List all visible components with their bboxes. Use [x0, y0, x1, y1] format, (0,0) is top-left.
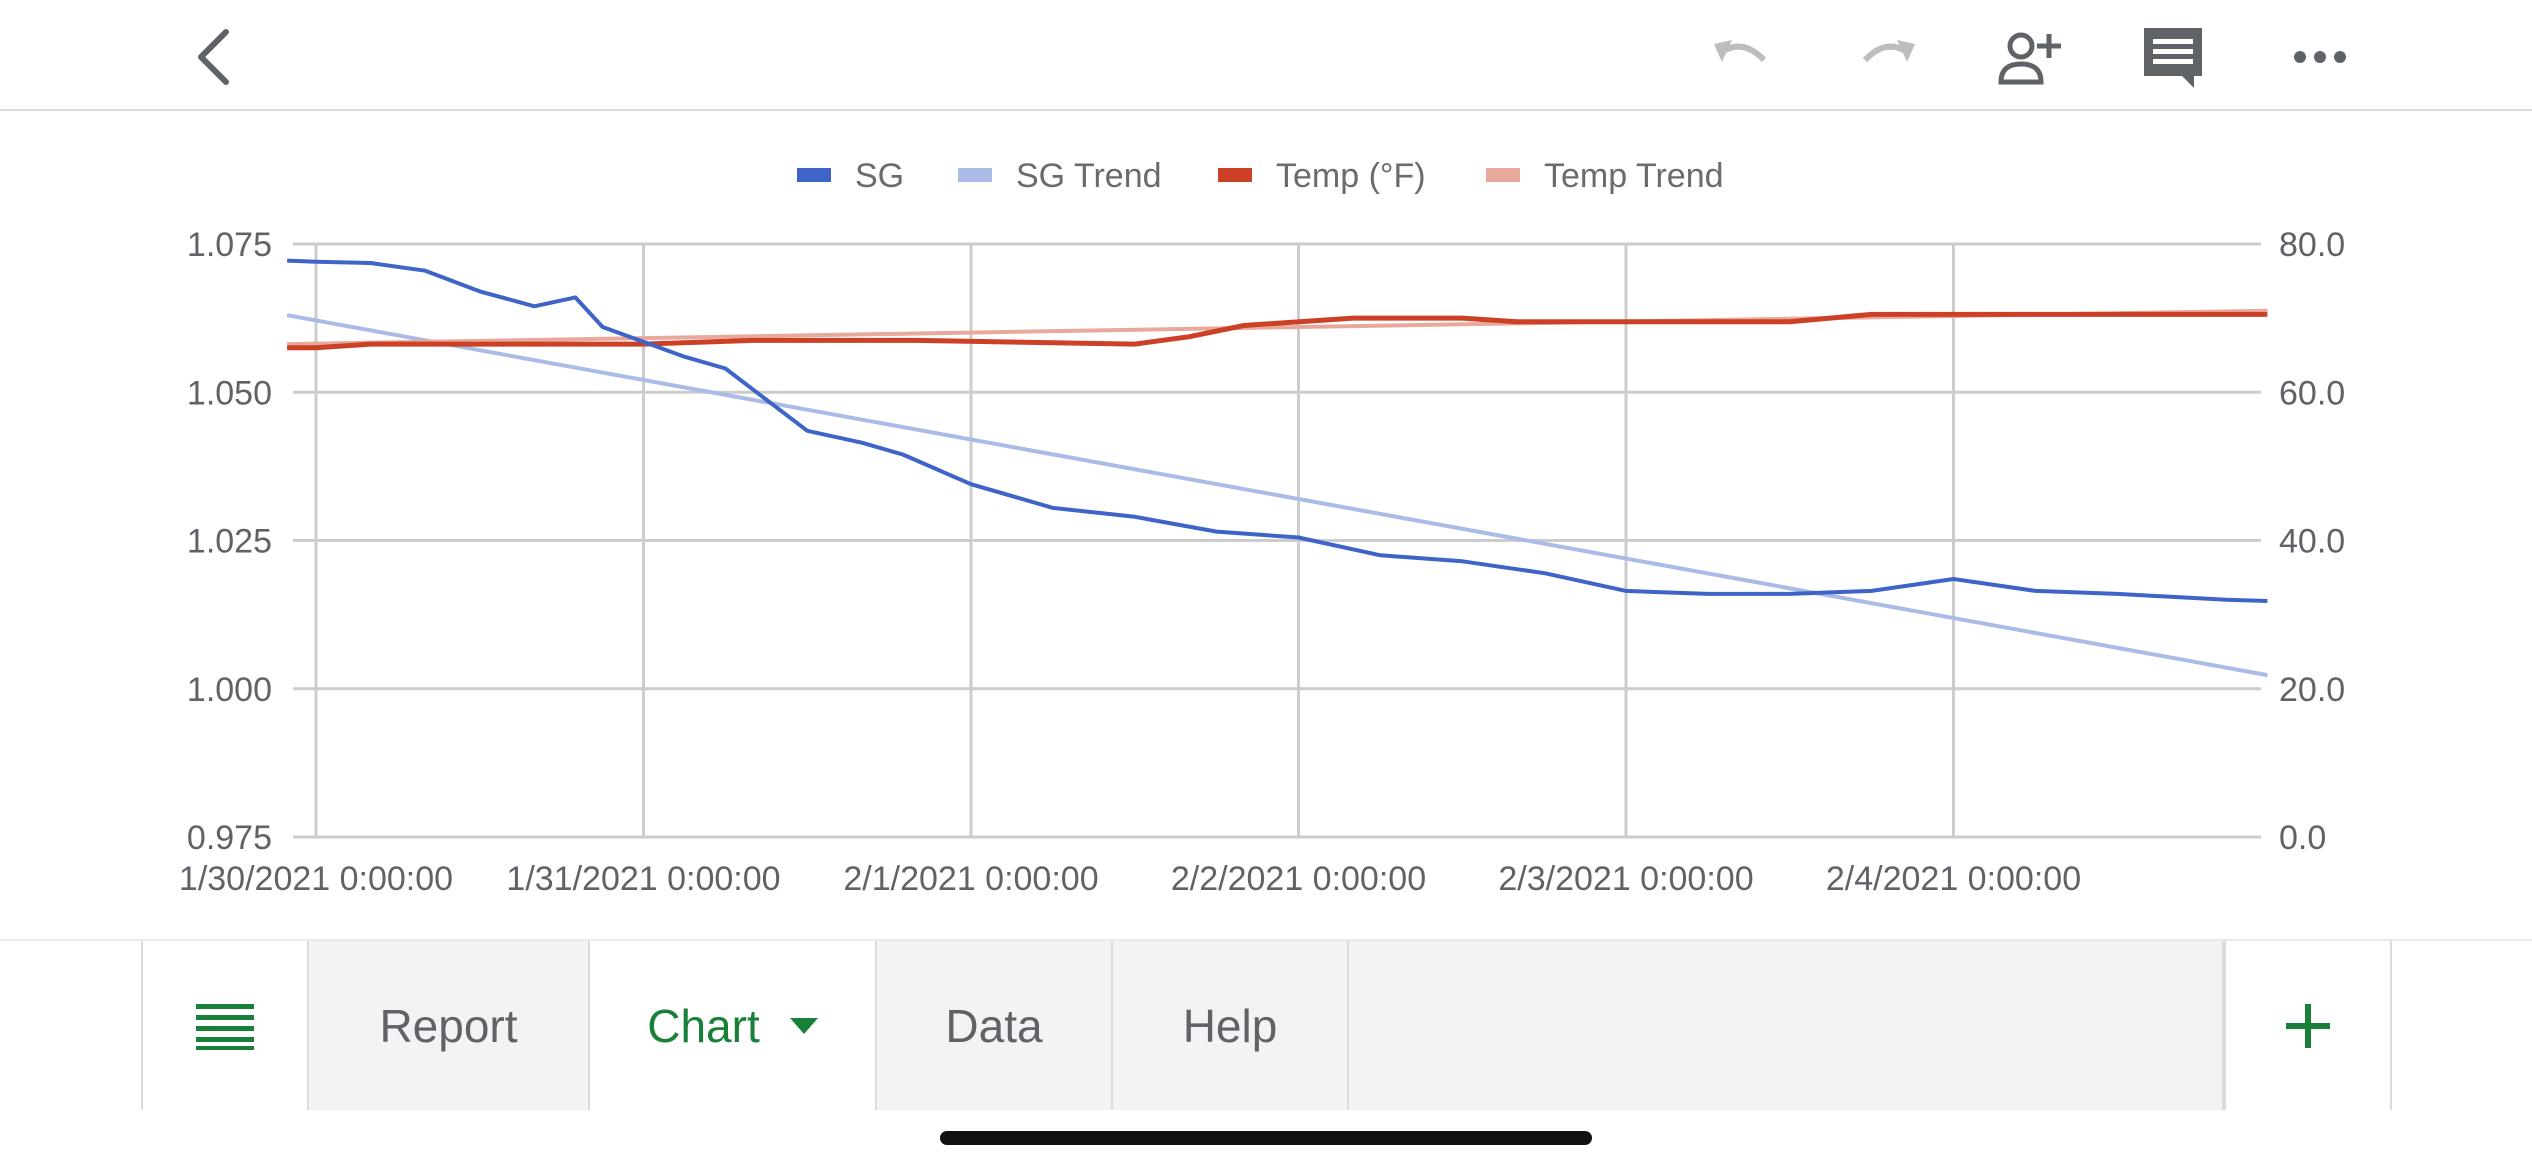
- y-right-tick-label: 80.0: [2279, 226, 2345, 264]
- sheet-tab-bar: Report Chart Data Help: [0, 939, 2532, 1110]
- y-right-tick-label: 20.0: [2279, 671, 2345, 709]
- add-person-icon[interactable]: [1993, 20, 2067, 94]
- tab-data-label: Data: [945, 999, 1043, 1052]
- undo-icon[interactable]: [1706, 20, 1780, 94]
- legend-label: Temp Trend: [1544, 157, 1724, 195]
- tab-report[interactable]: Report: [309, 941, 590, 1110]
- x-tick-label: 2/4/2021 0:00:00: [1826, 860, 2081, 898]
- add-sheet-button[interactable]: [2224, 941, 2392, 1110]
- all-sheets-button[interactable]: [141, 941, 309, 1110]
- redo-icon[interactable]: [1849, 20, 1923, 94]
- tab-report-label: Report: [379, 999, 518, 1052]
- top-toolbar: [0, 0, 2532, 111]
- legend-label: SG: [855, 157, 904, 195]
- legend-swatch: [958, 168, 992, 182]
- tab-chart-label: Chart: [647, 999, 760, 1052]
- legend-swatch: [797, 168, 831, 182]
- chevron-down-icon[interactable]: [789, 1017, 818, 1034]
- y-left-tick-label: 1.025: [187, 523, 272, 561]
- y-left-tick-label: 1.000: [187, 671, 272, 709]
- y-left-tick-label: 0.975: [187, 819, 272, 857]
- back-icon[interactable]: [177, 20, 251, 94]
- legend-swatch: [1218, 168, 1252, 182]
- legend-swatch: [1486, 168, 1520, 182]
- tab-help[interactable]: Help: [1113, 941, 1349, 1110]
- comment-icon[interactable]: [2136, 20, 2210, 94]
- tab-data[interactable]: Data: [877, 941, 1113, 1110]
- x-tick-label: 2/2/2021 0:00:00: [1171, 860, 1426, 898]
- tab-bar-empty-space: [1349, 941, 2224, 1110]
- tab-help-label: Help: [1182, 999, 1278, 1052]
- y-left-tick-label: 1.075: [187, 226, 272, 264]
- x-tick-label: 1/31/2021 0:00:00: [506, 860, 780, 898]
- y-left-tick-label: 1.050: [187, 374, 272, 412]
- sheets-list-icon: [196, 1003, 254, 1050]
- y-right-tick-label: 40.0: [2279, 523, 2345, 561]
- x-tick-label: 2/3/2021 0:00:00: [1498, 860, 1753, 898]
- x-tick-label: 2/1/2021 0:00:00: [843, 860, 1098, 898]
- more-icon[interactable]: [2283, 20, 2357, 94]
- legend-label: Temp (°F): [1276, 157, 1426, 195]
- add-sheet-icon: [2286, 1003, 2330, 1048]
- tab-chart[interactable]: Chart: [590, 941, 877, 1110]
- x-tick-label: 1/30/2021 0:00:00: [179, 860, 453, 898]
- chart: 1.075 1.050 1.025 1.000 0.975 80.0 60.0 40.0 20.…: [179, 157, 2345, 898]
- series-line-temp-f: [287, 311, 2268, 351]
- legend-label: SG Trend: [1016, 157, 1162, 195]
- y-right-tick-label: 60.0: [2279, 374, 2345, 412]
- y-right-tick-label: 0.0: [2279, 819, 2326, 857]
- series-line-sg: [287, 258, 2268, 603]
- series-line-sg-trend: [286, 313, 2268, 678]
- home-indicator: [940, 1131, 1592, 1145]
